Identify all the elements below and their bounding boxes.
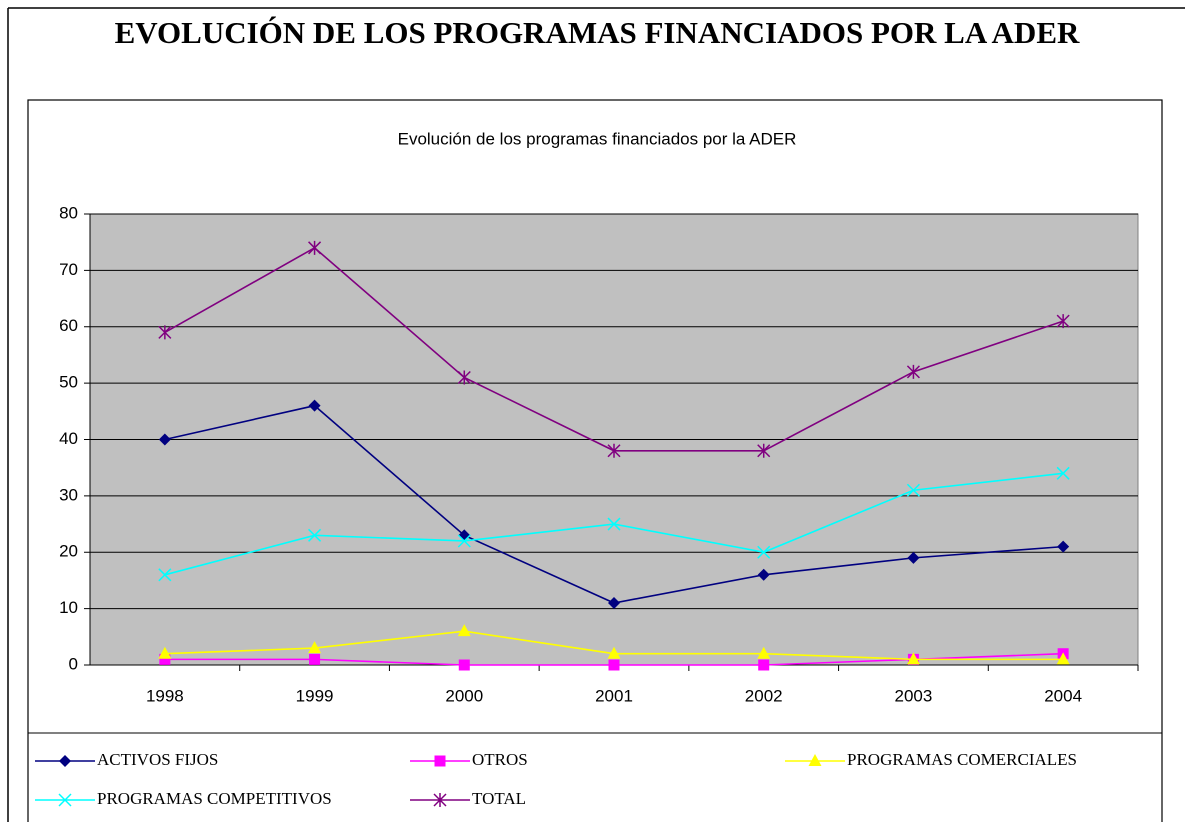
marker — [808, 754, 822, 766]
marker — [308, 528, 322, 542]
marker — [607, 517, 621, 531]
marker — [607, 646, 621, 659]
marker — [308, 641, 322, 654]
x-tick-label: 2002 — [745, 686, 783, 705]
marker — [607, 443, 621, 458]
marker — [158, 568, 172, 582]
legend-label: PROGRAMAS COMERCIALES — [847, 750, 1077, 769]
y-tick-label: 0 — [69, 654, 78, 673]
marker — [757, 545, 771, 559]
marker — [758, 659, 770, 671]
marker — [1056, 652, 1070, 665]
legend-label: TOTAL — [472, 789, 526, 808]
x-tick-label: 1999 — [296, 686, 334, 705]
y-tick-label: 70 — [59, 260, 78, 279]
y-tick-label: 30 — [59, 485, 78, 504]
x-tick-label: 2000 — [445, 686, 483, 705]
marker — [58, 793, 72, 807]
x-tick-label: 1998 — [146, 686, 184, 705]
y-tick-label: 20 — [59, 542, 78, 561]
marker — [906, 483, 920, 497]
marker — [158, 433, 171, 446]
x-tick-label: 2004 — [1044, 686, 1082, 705]
x-tick-label: 2001 — [595, 686, 633, 705]
marker — [907, 551, 920, 564]
marker — [158, 646, 172, 659]
heading: EVOLUCIÓN DE LOS PROGRAMAS FINANCIADOS P… — [115, 15, 1080, 50]
marker — [458, 659, 470, 671]
marker — [158, 325, 172, 340]
legend-label: OTROS — [472, 750, 528, 769]
marker — [757, 646, 771, 659]
marker — [457, 534, 471, 548]
marker — [59, 755, 71, 767]
x-tick-label: 2003 — [895, 686, 933, 705]
marker — [1057, 540, 1070, 553]
marker — [757, 568, 770, 581]
y-tick-label: 60 — [59, 316, 78, 335]
marker — [1056, 466, 1070, 480]
marker — [906, 652, 920, 665]
legend-label: ACTIVOS FIJOS — [97, 750, 218, 769]
y-tick-label: 50 — [59, 373, 78, 392]
y-tick-label: 10 — [59, 598, 78, 617]
marker — [308, 240, 322, 255]
marker — [608, 596, 620, 609]
legend-label: PROGRAMAS COMPETITIVOS — [97, 789, 332, 808]
marker — [457, 624, 471, 637]
marker — [434, 755, 446, 767]
marker — [608, 659, 620, 671]
marker — [906, 364, 920, 379]
chart-title: Evolución de los programas financiados p… — [398, 129, 797, 148]
marker — [757, 443, 771, 458]
marker — [433, 793, 447, 807]
marker — [159, 653, 171, 665]
marker — [309, 653, 321, 665]
marker — [308, 399, 321, 412]
y-tick-label: 80 — [59, 203, 78, 222]
marker — [1056, 314, 1070, 329]
y-tick-label: 40 — [59, 429, 78, 448]
marker — [457, 370, 471, 385]
